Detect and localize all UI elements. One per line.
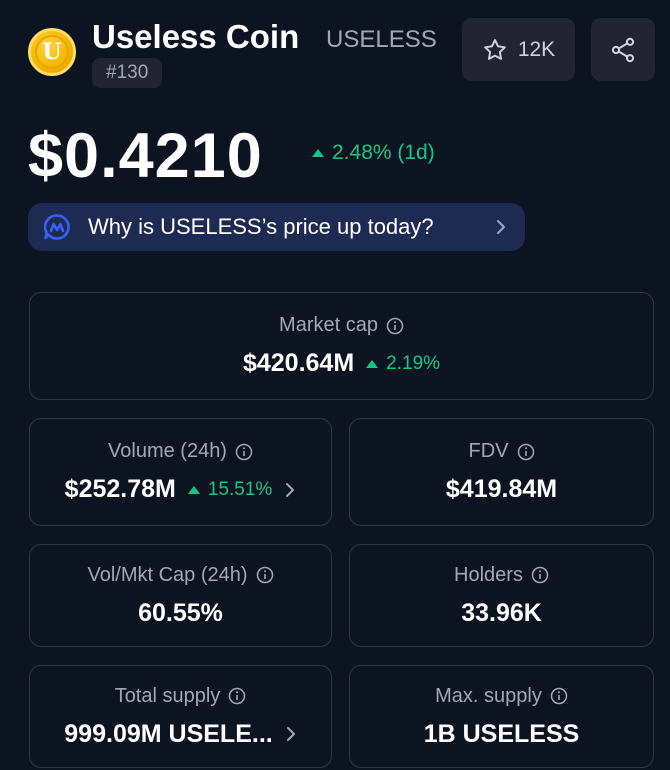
- volume-change-value: 15.51%: [207, 478, 273, 500]
- info-icon[interactable]: [256, 566, 274, 584]
- vol-mkt-cap-label: Vol/Mkt Cap (24h): [87, 563, 248, 586]
- fdv-label: FDV: [468, 440, 509, 462]
- max-supply-label: Max. supply: [435, 684, 542, 707]
- watchlist-button[interactable]: 12K: [462, 18, 575, 81]
- fdv-value: $419.84M: [445, 475, 558, 503]
- coin-logo-letter: U: [35, 35, 69, 69]
- volume-label: Volume (24h): [108, 440, 227, 462]
- volume-value: $252.78M: [64, 475, 176, 503]
- volume-card[interactable]: Volume (24h) $252.78M 15.51%: [29, 418, 332, 526]
- max-supply-card: Max. supply 1B USELESS: [349, 665, 654, 768]
- price-change: 2.48% (1d): [312, 141, 435, 165]
- max-supply-value: 1B USELESS: [423, 719, 580, 748]
- coin-name: Useless Coin: [92, 18, 300, 55]
- caret-up-icon: [312, 149, 324, 157]
- holders-label: Holders: [454, 563, 523, 586]
- coin-logo: U: [28, 28, 76, 76]
- rank-badge: #130: [92, 58, 163, 88]
- star-icon: [483, 38, 506, 60]
- market-cap-value: $420.64M: [242, 349, 355, 377]
- total-supply-card[interactable]: Total supply 999.09M USELE...: [29, 665, 332, 768]
- chevron-right-icon: [497, 220, 505, 234]
- caret-up-icon: [366, 359, 379, 368]
- why-banner-text: Why is USELESS’s price up today?: [88, 214, 434, 239]
- info-icon[interactable]: [228, 687, 246, 705]
- share-button[interactable]: [591, 18, 655, 81]
- ai-chat-icon: [43, 214, 70, 240]
- info-icon[interactable]: [531, 566, 549, 584]
- info-icon[interactable]: [235, 443, 253, 461]
- coin-symbol: USELESS: [326, 26, 437, 53]
- fdv-card: FDV $419.84M: [349, 418, 654, 526]
- volume-change: 15.51%: [187, 478, 273, 501]
- holders-card: Holders 33.96K: [349, 544, 654, 647]
- total-supply-label: Total supply: [114, 684, 221, 707]
- holders-value: 33.96K: [461, 598, 542, 627]
- chevron-right-icon[interactable]: [285, 725, 297, 743]
- info-icon[interactable]: [517, 443, 535, 461]
- price-change-value: 2.48% (1d): [332, 141, 435, 164]
- info-icon[interactable]: [550, 687, 568, 705]
- market-cap-card: Market cap $420.64M 2.19%: [29, 292, 654, 400]
- current-price: $0.4210: [28, 121, 263, 191]
- watchlist-count: 12K: [517, 37, 556, 61]
- vol-mkt-cap-value: 60.55%: [138, 598, 223, 627]
- market-cap-label: Market cap: [279, 314, 378, 336]
- share-icon: [611, 37, 635, 62]
- total-supply-value: 999.09M USELE...: [64, 719, 273, 748]
- why-price-up-banner[interactable]: Why is USELESS’s price up today?: [28, 203, 525, 251]
- chevron-right-icon[interactable]: [284, 481, 296, 499]
- caret-up-icon: [187, 485, 200, 494]
- market-cap-change-value: 2.19%: [386, 352, 441, 374]
- vol-mkt-cap-card: Vol/Mkt Cap (24h) 60.55%: [29, 544, 332, 647]
- market-cap-change: 2.19%: [366, 353, 440, 375]
- coin-header: U Useless Coin USELESS #130 12K: [28, 18, 670, 98]
- info-icon[interactable]: [386, 317, 404, 335]
